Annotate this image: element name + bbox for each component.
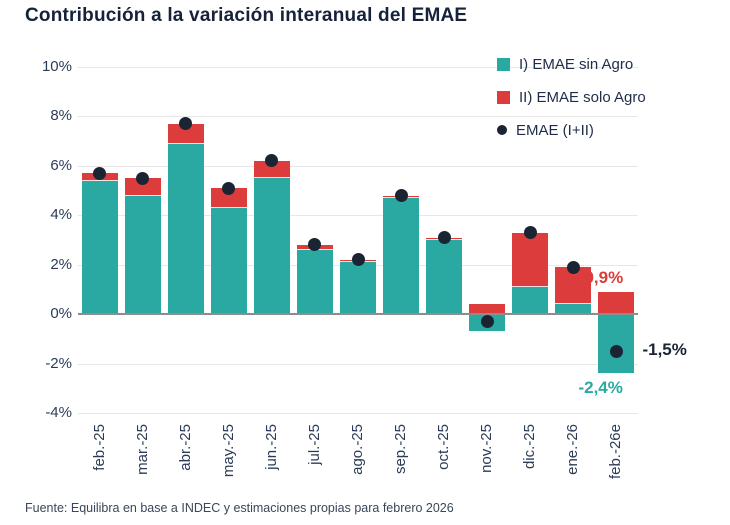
- gridline-6pct: [78, 165, 638, 167]
- plot-area: [78, 67, 638, 414]
- legend-label: I) EMAE sin Agro: [519, 55, 634, 73]
- x-tick-label: abr.-25: [176, 424, 194, 471]
- legend-square-icon: [497, 90, 510, 104]
- dot-emae-total-ago.-25: [351, 253, 365, 267]
- dot-emae-total-nov.-25: [480, 315, 494, 329]
- legend-item-0: I) EMAE sin Agro: [497, 54, 646, 74]
- dot-emae-total-feb.-25: [93, 166, 107, 180]
- bar-emae-solo-agro-jun.-25: [253, 160, 290, 179]
- dot-emae-total-may.-25: [222, 181, 236, 195]
- legend-dot-icon: [497, 125, 507, 135]
- bar-emae-solo-agro-may.-25: [210, 188, 247, 208]
- dot-emae-total-ene.-26: [566, 260, 580, 274]
- chart-title: Contribución a la variación interanual d…: [25, 5, 468, 26]
- bar-emae-sin-agro-jun.-25: [253, 178, 290, 315]
- bar-emae-solo-agro-mar.-25: [124, 178, 161, 196]
- legend-square-icon: [497, 57, 510, 71]
- bar-emae-sin-agro-abr.-25: [167, 143, 204, 315]
- bar-emae-solo-agro-abr.-25: [167, 123, 204, 144]
- dot-emae-total-jul.-25: [308, 238, 322, 252]
- dot-emae-total-sep.-25: [394, 189, 408, 202]
- y-tick-label: 0%: [50, 305, 72, 323]
- dot-emae-total-feb.-26e: [609, 344, 623, 358]
- y-tick-label: 6%: [50, 156, 72, 174]
- dot-emae-total-jun.-25: [265, 154, 279, 168]
- x-tick-label: may.-25: [219, 424, 237, 478]
- chart-legend: I) EMAE sin Agro II) EMAE solo Agro EMAE (…: [497, 54, 646, 153]
- legend-label: II) EMAE solo Agro: [519, 88, 646, 106]
- bar-emae-sin-agro-jul.-25: [296, 249, 333, 315]
- x-tick-label: dic.-25: [521, 424, 539, 470]
- x-tick-label: ene.-26: [564, 424, 582, 475]
- x-tick-label: feb.-26e: [607, 424, 625, 480]
- source-note: Fuente: Equilibra en base a INDEC y esti…: [25, 501, 454, 515]
- bar-emae-sin-agro-oct.-25: [426, 240, 463, 315]
- y-tick-label: -4%: [45, 404, 72, 421]
- bar-emae-sin-agro-may.-25: [210, 207, 247, 315]
- x-tick-label: nov.-25: [478, 424, 496, 473]
- bar-emae-sin-agro-ene.-26: [555, 304, 592, 315]
- zero-axis-line: [78, 313, 638, 316]
- y-tick-label: 4%: [50, 206, 72, 224]
- legend-label: EMAE (I+II): [516, 121, 594, 139]
- y-tick-label: 10%: [41, 58, 72, 75]
- bar-emae-sin-agro-dic.-25: [512, 286, 549, 315]
- bar-emae-solo-agro-dic.-25: [512, 232, 549, 287]
- annotation--15: -1,5%: [642, 340, 687, 360]
- dot-emae-total-oct.-25: [437, 231, 451, 245]
- annotation-09: 0,9%: [584, 267, 624, 287]
- y-tick-label: 2%: [50, 255, 72, 273]
- x-tick-label: oct.-25: [435, 424, 453, 470]
- gridline-8pct: [78, 116, 638, 118]
- x-tick-label: sep.-25: [392, 424, 410, 475]
- bar-emae-sin-agro-feb.-26e: [598, 314, 635, 374]
- bar-emae-sin-agro-mar.-25: [124, 195, 161, 315]
- x-tick-label: feb.-25: [90, 424, 108, 471]
- dot-emae-total-mar.-25: [136, 171, 150, 185]
- y-tick-label: -2%: [45, 354, 72, 372]
- x-tick-label: jun.-25: [262, 424, 280, 470]
- x-tick-label: ago.-25: [349, 424, 366, 475]
- bar-emae-sin-agro-sep.-25: [383, 197, 420, 315]
- gridline-4pct: [78, 215, 638, 217]
- gridline-10pct: [78, 67, 638, 68]
- legend-item-2: EMAE (I+II): [497, 120, 646, 140]
- bar-emae-sin-agro-feb.-25: [81, 180, 118, 315]
- bar-emae-solo-agro-feb.-26e: [598, 291, 635, 315]
- annotation--24: -2,4%: [578, 378, 623, 398]
- legend-item-1: II) EMAE solo Agro: [497, 87, 646, 107]
- dot-emae-total-abr.-25: [179, 117, 193, 131]
- y-tick-label: 8%: [50, 107, 72, 125]
- x-tick-label: mar.-25: [133, 424, 151, 475]
- bar-emae-sin-agro-ago.-25: [340, 262, 376, 315]
- gridline--4pct: [78, 413, 638, 414]
- gridline--2pct: [78, 363, 638, 365]
- x-tick-label: jul.-25: [305, 424, 323, 465]
- dot-emae-total-dic.-25: [523, 226, 537, 240]
